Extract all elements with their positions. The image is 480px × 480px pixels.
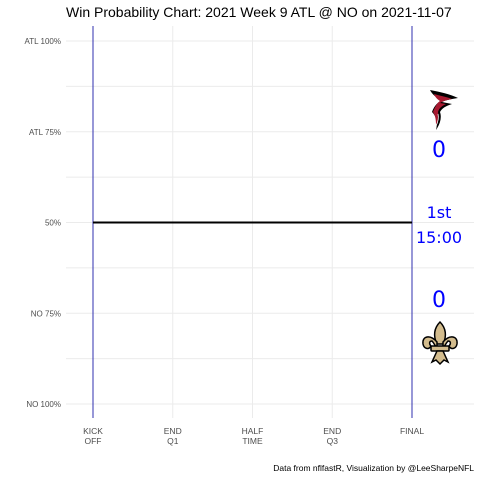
y-tick-label: NO 100% [26, 400, 61, 409]
game-status-clock: 15:00 [416, 228, 462, 247]
x-tick-label: KICK OFF [83, 426, 103, 446]
y-tick-label: ATL 100% [25, 37, 61, 46]
chart-caption: Data from nflfastR, Visualization by @Le… [273, 463, 474, 473]
x-tick-label: END Q3 [323, 426, 341, 446]
y-tick-label: NO 75% [31, 309, 61, 318]
home-team-score: 0 [432, 288, 446, 313]
falcons-logo [430, 90, 458, 130]
y-tick-label: 50% [45, 219, 61, 228]
away-team-score: 0 [432, 138, 446, 163]
saints-fleur-de-lis-logo [422, 320, 458, 366]
x-tick-label: HALF TIME [242, 426, 264, 446]
x-tick-label: END Q1 [164, 426, 182, 446]
chart-title: Win Probability Chart: 2021 Week 9 ATL @… [66, 4, 452, 20]
y-tick-label: ATL 75% [29, 128, 61, 137]
x-axis: KICK OFF END Q1 HALF TIME END Q3 FINAL [83, 426, 424, 446]
y-axis: ATL 100% ATL 75% 50% NO 75% NO 100% [25, 37, 61, 409]
game-status-quarter: 1st [427, 203, 452, 222]
x-tick-label: FINAL [400, 426, 424, 436]
